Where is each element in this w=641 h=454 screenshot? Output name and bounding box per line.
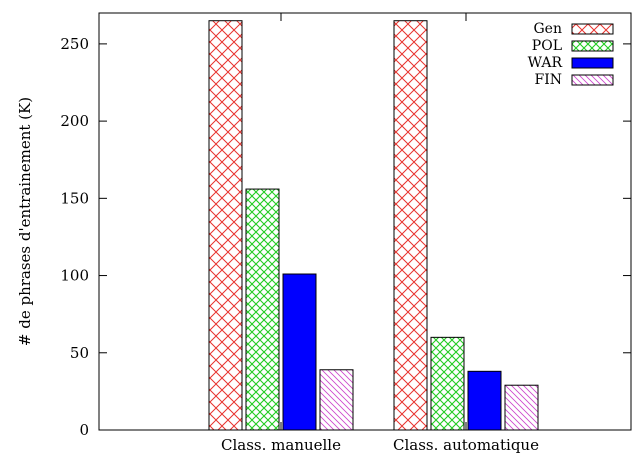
y-axis-ticks: 0 50 100 150 200 250 bbox=[60, 35, 631, 439]
bar-war-2 bbox=[467, 370, 502, 431]
y-tick-label: 250 bbox=[60, 35, 89, 53]
legend-label-war: WAR bbox=[528, 55, 563, 71]
bar-gen-2 bbox=[393, 20, 428, 431]
y-tick-label: 50 bbox=[70, 344, 89, 362]
legend-label-pol: POL bbox=[532, 38, 562, 54]
x-axis-ticks: Class. manuelle Class. automatique bbox=[221, 13, 539, 454]
bar-pol-1 bbox=[245, 188, 280, 431]
legend-swatch-fin bbox=[571, 74, 614, 86]
y-tick-label: 100 bbox=[60, 267, 89, 285]
legend-swatch-war bbox=[571, 57, 614, 69]
bars-group bbox=[208, 20, 539, 431]
x-category-label: Class. manuelle bbox=[221, 436, 341, 454]
legend-label-gen: Gen bbox=[534, 21, 563, 37]
bar-fin-1 bbox=[319, 369, 354, 431]
legend-swatch-pol bbox=[571, 40, 614, 52]
bar-pol-2 bbox=[430, 336, 465, 431]
y-tick-label: 0 bbox=[79, 421, 89, 439]
y-axis-title: # de phrases d'entrainement (K) bbox=[16, 97, 34, 346]
legend-swatch-gen bbox=[571, 23, 614, 35]
bar-gen-1 bbox=[208, 20, 243, 431]
plot-frame bbox=[98, 12, 632, 431]
x-category-label: Class. automatique bbox=[393, 436, 539, 454]
legend-label-fin: FIN bbox=[535, 72, 563, 88]
y-tick-label: 200 bbox=[60, 112, 89, 130]
y-tick-label: 150 bbox=[60, 189, 89, 207]
bar-fin-2 bbox=[504, 384, 539, 431]
bar-war-1 bbox=[282, 273, 317, 431]
